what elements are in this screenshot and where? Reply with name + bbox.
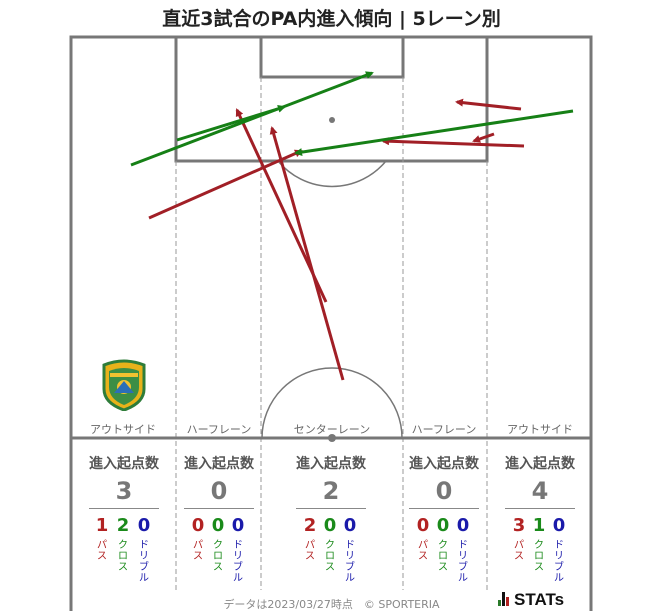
- lane-1-dribble-label: ドリブル: [233, 540, 243, 584]
- center-spot: [328, 434, 336, 442]
- lane-0-cross-label: クロス: [118, 540, 128, 573]
- lane-4-cross-label: クロス: [534, 540, 544, 573]
- cross-arrow-3: [294, 109, 574, 157]
- lane-stat-title-3: 進入起点数: [409, 456, 479, 472]
- lane-dividers: [175, 77, 488, 590]
- lane-rule-4: [505, 508, 575, 509]
- lane-rule-3: [409, 508, 479, 509]
- pass-arrow-2: [235, 108, 328, 303]
- lane-label-center: センターレーン: [293, 423, 371, 436]
- lane-label-outside-left: アウトサイド: [90, 423, 156, 436]
- lane-3-dribble-count: 0: [456, 515, 470, 536]
- lane-stat-title-0: 進入起点数: [89, 456, 159, 472]
- goal-area: [259, 35, 405, 79]
- lane-2-dribble-count: 0: [343, 515, 357, 536]
- lane-4-pass-label: パス: [514, 540, 524, 562]
- pass-arrow-4: [455, 98, 522, 111]
- lane-total-3: 0: [435, 477, 453, 505]
- lane-2-pass-count: 2: [303, 515, 317, 536]
- lane-stat-title-1: 進入起点数: [184, 456, 254, 472]
- lane-0-cross-count: 2: [116, 515, 130, 536]
- footer-credit: データは2023/03/27時点 © SPORTERIA: [223, 598, 440, 611]
- lane-2-dribble-label: ドリブル: [345, 540, 355, 584]
- penalty-arc: [277, 160, 387, 188]
- lane-3-pass-count: 0: [416, 515, 430, 536]
- lane-1-cross-count: 0: [211, 515, 225, 536]
- lane-rule-0: [89, 508, 159, 509]
- lane-label-halflane-left: ハーフレーン: [186, 423, 252, 436]
- lane-0-pass-count: 1: [95, 515, 109, 536]
- lane-2-pass-label: パス: [305, 540, 315, 562]
- lane-label-outside-right: アウトサイド: [507, 423, 573, 436]
- pass-arrow-5: [381, 137, 525, 148]
- lane-total-0: 3: [115, 477, 133, 505]
- lane-stat-title-2: 進入起点数: [296, 456, 366, 472]
- lane-0-pass-label: パス: [97, 540, 107, 562]
- lane-rule-1: [184, 508, 254, 509]
- lane-2-cross-label: クロス: [325, 540, 335, 573]
- lane-3-cross-label: クロス: [438, 540, 448, 573]
- cross-arrow-2: [176, 104, 286, 142]
- lane-4-dribble-label: ドリブル: [554, 540, 564, 584]
- lane-1-pass-label: パス: [193, 540, 203, 562]
- brand-logo: STATs: [498, 590, 564, 610]
- pass-arrows: [148, 98, 525, 381]
- cross-arrow-1: [130, 71, 374, 167]
- cross-arrows: [130, 71, 574, 167]
- lane-2-cross-count: 0: [323, 515, 337, 536]
- center-circle: [261, 367, 403, 439]
- pass-arrow-6: [472, 132, 495, 143]
- lane-3-pass-label: パス: [418, 540, 428, 562]
- lane-label-halflane-right: ハーフレーン: [411, 423, 477, 436]
- brand-name: STATs: [514, 590, 565, 609]
- lane-rule-2: [296, 508, 366, 509]
- lane-stat-title-4: 進入起点数: [505, 456, 575, 472]
- lane-4-dribble-count: 0: [552, 515, 566, 536]
- lane-total-2: 2: [322, 477, 340, 505]
- lane-4-pass-count: 3: [512, 515, 526, 536]
- lane-3-dribble-label: ドリブル: [458, 540, 468, 584]
- brand-mark-icon: [498, 592, 510, 606]
- pass-arrow-1: [269, 126, 345, 381]
- lane-3-cross-count: 0: [436, 515, 450, 536]
- lane-0-dribble-count: 0: [137, 515, 151, 536]
- lane-1-pass-count: 0: [191, 515, 205, 536]
- lane-1-dribble-count: 0: [231, 515, 245, 536]
- pass-arrow-3: [148, 149, 303, 220]
- lane-0-dribble-label: ドリブル: [139, 540, 149, 584]
- lane-1-cross-label: クロス: [213, 540, 223, 573]
- chart-title: 直近3試合のPA内進入傾向 | 5レーン別: [162, 8, 501, 30]
- lane-total-1: 0: [210, 477, 228, 505]
- team-crest: [102, 359, 146, 411]
- lane-4-cross-count: 1: [532, 515, 546, 536]
- lane-total-4: 4: [531, 477, 549, 505]
- penalty-spot: [329, 117, 335, 123]
